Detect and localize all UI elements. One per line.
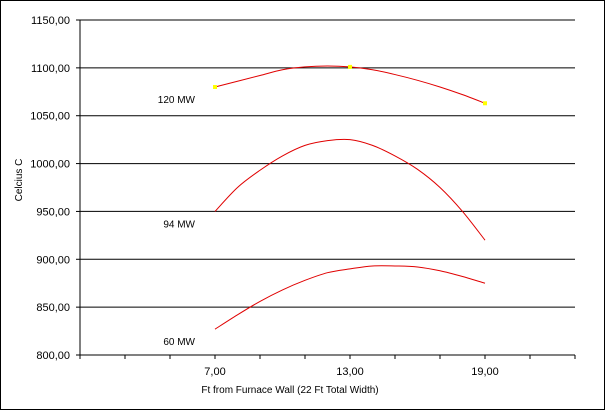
y-tick-label-3: 950,00	[36, 206, 70, 218]
y-tick-label-5: 1050,00	[30, 111, 70, 123]
y-tick-label-7: 1150,00	[31, 15, 70, 27]
x-tick-labels: 7,00 13,00 19,00	[204, 366, 498, 378]
y-tick-label-1: 850,00	[36, 302, 70, 314]
y-axis-title: Celcius C	[14, 159, 25, 202]
point-marker-120-mw-0	[213, 85, 217, 89]
point-marker-120-mw-2	[483, 101, 487, 106]
point-marker-120-mw-1	[348, 64, 352, 69]
series-line-94-mw	[214, 138, 486, 241]
y-tick-label-6: 1100,00	[31, 63, 70, 75]
x-tick-label-2: 19,00	[471, 366, 499, 378]
axes	[76, 19, 576, 359]
gridlines	[80, 19, 575, 308]
y-tick-label-2: 900,00	[36, 254, 70, 266]
series-markers	[213, 64, 487, 106]
series-label-120-mw: 120 MW	[158, 95, 196, 106]
series-label-60-mw: 60 MW	[163, 337, 195, 348]
x-tick-label-1: 13,00	[336, 366, 364, 378]
y-tick-label-0: 800,00	[36, 350, 70, 362]
series-label-94-mw: 94 MW	[163, 219, 195, 230]
y-tick-labels: 800,00 850,00 900,00 950,00 1000,00 1050,00 11…	[30, 15, 70, 362]
y-tick-label-4: 1000,00	[30, 159, 70, 171]
series-lines	[214, 65, 486, 330]
series-labels: 120 MW 94 MW 60 MW	[158, 95, 196, 348]
series-line-120-mw	[214, 65, 486, 104]
x-tick-label-0: 7,00	[204, 366, 225, 378]
x-axis-title: Ft from Furnace Wall (22 Ft Total Width)	[201, 385, 378, 396]
series-line-60-mw	[214, 265, 486, 330]
